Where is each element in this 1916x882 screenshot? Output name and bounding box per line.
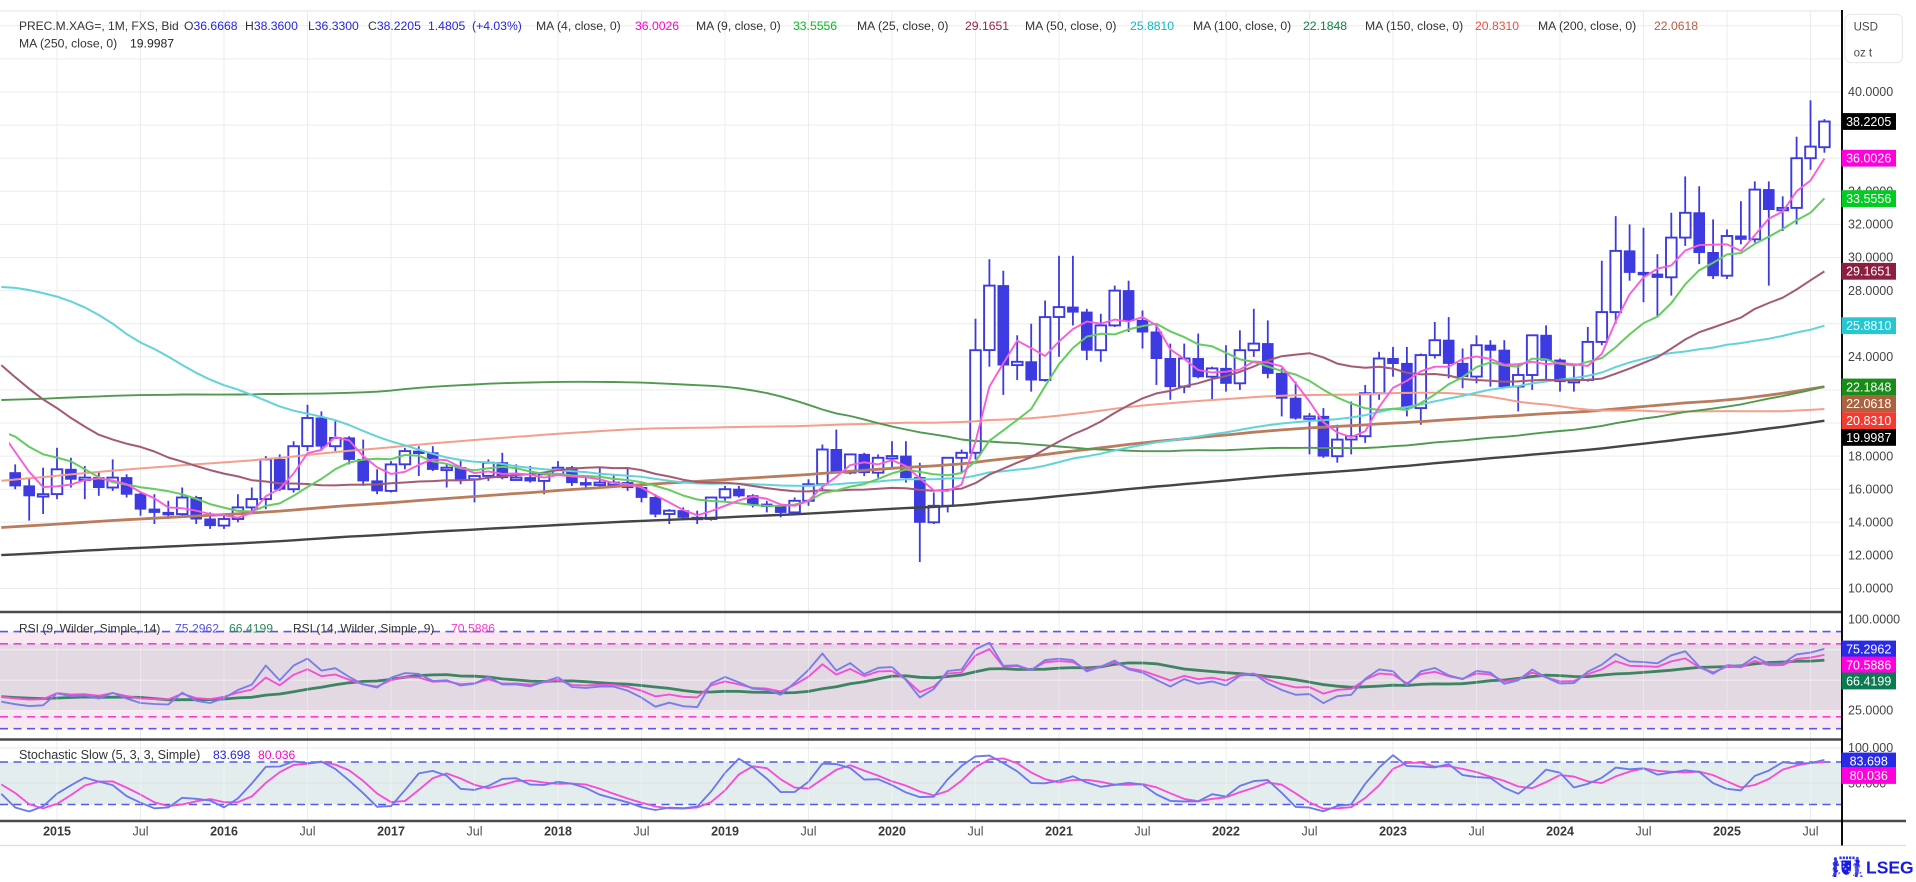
svg-text:2017: 2017 <box>377 825 405 839</box>
svg-text:80.036: 80.036 <box>1850 769 1888 783</box>
svg-text:L36.3300: L36.3300 <box>308 19 359 33</box>
svg-text:MA (250, close, 0): MA (250, close, 0) <box>19 37 117 51</box>
svg-text:Jul: Jul <box>467 825 483 839</box>
svg-text:25.8810: 25.8810 <box>1846 319 1891 333</box>
svg-text:MA (150, close, 0): MA (150, close, 0) <box>1365 19 1463 33</box>
svg-text:83.698: 83.698 <box>1850 754 1888 768</box>
svg-text:30.0000: 30.0000 <box>1848 251 1893 265</box>
svg-text:2019: 2019 <box>711 825 739 839</box>
svg-text:Stochastic Slow (5, 3, 3, Simp: Stochastic Slow (5, 3, 3, Simple) <box>19 748 200 762</box>
svg-text:66.4199: 66.4199 <box>1846 674 1891 688</box>
svg-text:PREC.M.XAG=, 1M, FXS, Bid: PREC.M.XAG=, 1M, FXS, Bid <box>19 19 179 33</box>
svg-text:25.0000: 25.0000 <box>1848 704 1893 718</box>
svg-text:Jul: Jul <box>634 825 650 839</box>
svg-text:24.0000: 24.0000 <box>1848 350 1893 364</box>
svg-text:O36.6668: O36.6668 <box>184 19 238 33</box>
svg-text:100.000: 100.000 <box>1848 741 1893 755</box>
svg-text:20.8310: 20.8310 <box>1475 19 1519 33</box>
svg-text:70.5886: 70.5886 <box>1846 658 1891 672</box>
svg-text:12.0000: 12.0000 <box>1848 549 1893 563</box>
svg-text:Jul: Jul <box>133 825 149 839</box>
svg-text:2020: 2020 <box>878 825 906 839</box>
svg-text:MA (9, close, 0): MA (9, close, 0) <box>696 19 781 33</box>
svg-text:Jul: Jul <box>1803 825 1819 839</box>
svg-text:2023: 2023 <box>1379 825 1407 839</box>
svg-text:Jul: Jul <box>1135 825 1151 839</box>
svg-text:32.0000: 32.0000 <box>1848 218 1893 232</box>
svg-text:C38.2205: C38.2205 <box>368 19 421 33</box>
svg-text:38.2205: 38.2205 <box>1846 115 1891 129</box>
svg-text:MA (200, close, 0): MA (200, close, 0) <box>1538 19 1636 33</box>
svg-text:100.0000: 100.0000 <box>1848 613 1900 627</box>
svg-text:H38.3600: H38.3600 <box>245 19 298 33</box>
svg-text:Jul: Jul <box>300 825 316 839</box>
svg-text:2021: 2021 <box>1045 825 1073 839</box>
svg-text:Jul: Jul <box>968 825 984 839</box>
svg-text:14.0000: 14.0000 <box>1848 516 1893 530</box>
svg-text:20.8310: 20.8310 <box>1846 414 1891 428</box>
svg-text:MA (25, close, 0): MA (25, close, 0) <box>857 19 948 33</box>
svg-text:oz t: oz t <box>1854 48 1873 60</box>
svg-text:RSI (14, Wilder, Simple, 9): RSI (14, Wilder, Simple, 9) <box>293 622 434 636</box>
svg-text:19.9987: 19.9987 <box>1846 431 1891 445</box>
svg-text:USD: USD <box>1854 22 1878 34</box>
svg-text:2025: 2025 <box>1713 825 1741 839</box>
svg-text:33.5556: 33.5556 <box>793 19 837 33</box>
svg-text:22.0618: 22.0618 <box>1846 397 1891 411</box>
svg-text:2018: 2018 <box>544 825 572 839</box>
svg-text:66.4199: 66.4199 <box>229 622 273 636</box>
svg-text:75.2962: 75.2962 <box>1846 642 1891 656</box>
svg-text:22.1848: 22.1848 <box>1846 380 1891 394</box>
svg-text:MA (4, close, 0): MA (4, close, 0) <box>536 19 621 33</box>
svg-text:29.1651: 29.1651 <box>1846 265 1891 279</box>
svg-text:MA (50, close, 0): MA (50, close, 0) <box>1025 19 1116 33</box>
svg-text:10.0000: 10.0000 <box>1848 582 1893 596</box>
svg-text:25.8810: 25.8810 <box>1130 19 1174 33</box>
svg-text:36.0026: 36.0026 <box>1846 152 1891 166</box>
svg-text:22.1848: 22.1848 <box>1303 19 1347 33</box>
svg-text:2016: 2016 <box>210 825 238 839</box>
svg-text:70.5886: 70.5886 <box>451 622 495 636</box>
svg-text:28.0000: 28.0000 <box>1848 284 1893 298</box>
svg-text:19.9987: 19.9987 <box>130 37 174 51</box>
svg-text:Jul: Jul <box>1302 825 1318 839</box>
svg-text:MA (100, close, 0): MA (100, close, 0) <box>1193 19 1291 33</box>
svg-text:2022: 2022 <box>1212 825 1240 839</box>
svg-text:36.0026: 36.0026 <box>635 19 679 33</box>
svg-text:Jul: Jul <box>1636 825 1652 839</box>
svg-text:LSEG: LSEG <box>1866 858 1914 878</box>
svg-text:Jul: Jul <box>1469 825 1485 839</box>
svg-text:2015: 2015 <box>43 825 71 839</box>
svg-text:RSI (9, Wilder, Simple, 14): RSI (9, Wilder, Simple, 14) <box>19 622 160 636</box>
svg-text:2024: 2024 <box>1546 825 1574 839</box>
svg-text:83.698: 83.698 <box>213 748 250 762</box>
svg-text:22.0618: 22.0618 <box>1654 19 1698 33</box>
svg-text:80.036: 80.036 <box>258 748 295 762</box>
svg-text:33.5556: 33.5556 <box>1846 192 1891 206</box>
svg-text:40.0000: 40.0000 <box>1848 85 1893 99</box>
svg-text:Jul: Jul <box>801 825 817 839</box>
svg-text:1.4805 (+4.03%): 1.4805 (+4.03%) <box>428 19 522 33</box>
svg-text:75.2962: 75.2962 <box>175 622 219 636</box>
svg-text:18.0000: 18.0000 <box>1848 449 1893 463</box>
svg-text:16.0000: 16.0000 <box>1848 482 1893 496</box>
svg-text:29.1651: 29.1651 <box>965 19 1009 33</box>
